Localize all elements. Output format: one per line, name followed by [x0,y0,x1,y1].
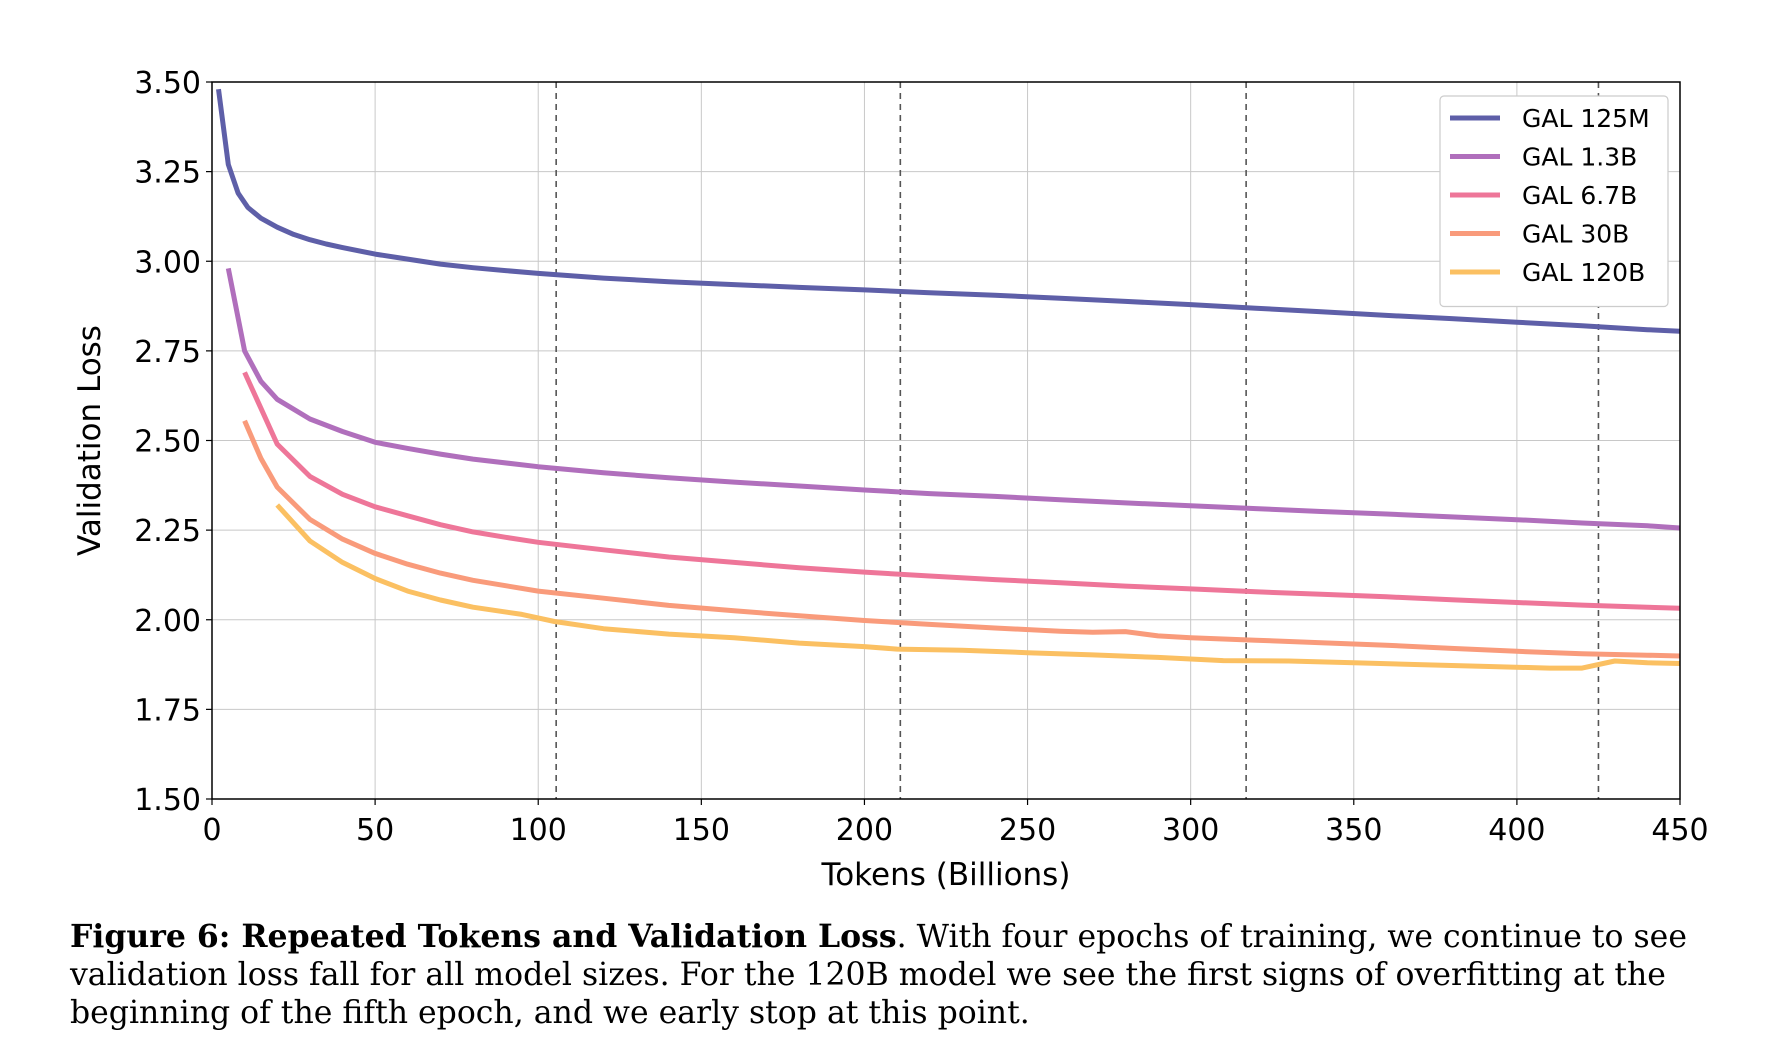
y-tick-label: 1.50 [134,783,201,818]
legend-label: GAL 125M [1522,104,1650,133]
caption-body: . With four epochs of training, we conti… [70,919,1687,1031]
y-tick-label: 2.50 [134,425,201,460]
y-tick-labels: 1.50 1.75 2.00 2.25 2.50 2.75 3.00 3.25 3.50 [134,66,212,818]
y-tick-label: 1.75 [134,693,201,728]
x-tick-label: 250 [999,813,1056,848]
y-tick-label: 2.25 [134,514,201,549]
x-tick-label: 100 [510,813,567,848]
x-tick-label: 300 [1162,813,1219,848]
caption-title: Figure 6: Repeated Tokens and Validation… [70,918,897,955]
y-tick-label: 3.50 [134,66,201,101]
legend-label: GAL 1.3B [1522,143,1637,172]
y-tick-label: 3.25 [134,156,201,191]
x-axis-label: Tokens (Billions) [821,857,1071,893]
series-line [242,419,1681,659]
x-tick-label: 450 [1651,813,1708,848]
legend-label: GAL 6.7B [1522,181,1637,210]
series-line [225,267,1681,531]
x-tick-label: 150 [673,813,730,848]
legend-label: GAL 30B [1522,220,1629,249]
legend: GAL 125M GAL 1.3B GAL 6.7B GAL 30B GAL 120B [1439,95,1669,308]
legend-box [1439,95,1669,308]
x-tick-labels: 0 50 100 150 200 250 300 350 400 450 [202,799,1709,848]
legend-label: GAL 120B [1522,258,1645,287]
epoch-boundary-lines [555,82,1600,799]
y-tick-label: 2.00 [134,604,201,639]
figure-caption: Figure 6: Repeated Tokens and Validation… [70,918,1730,1032]
series-line [242,371,1681,611]
x-tick-label: 200 [836,813,893,848]
y-axis-label: Validation Loss [72,325,108,556]
x-tick-label: 50 [356,813,394,848]
x-tick-label: 0 [202,813,221,848]
y-tick-label: 2.75 [134,335,201,370]
series-lines [216,88,1681,671]
series-line [275,503,1681,671]
series-line [216,88,1681,334]
y-tick-label: 3.00 [134,245,201,280]
line-chart: 0 50 100 150 200 250 300 350 400 450 1.50 1.75 2.00… [72,66,1709,893]
x-tick-label: 400 [1488,813,1545,848]
x-tick-label: 350 [1325,813,1382,848]
